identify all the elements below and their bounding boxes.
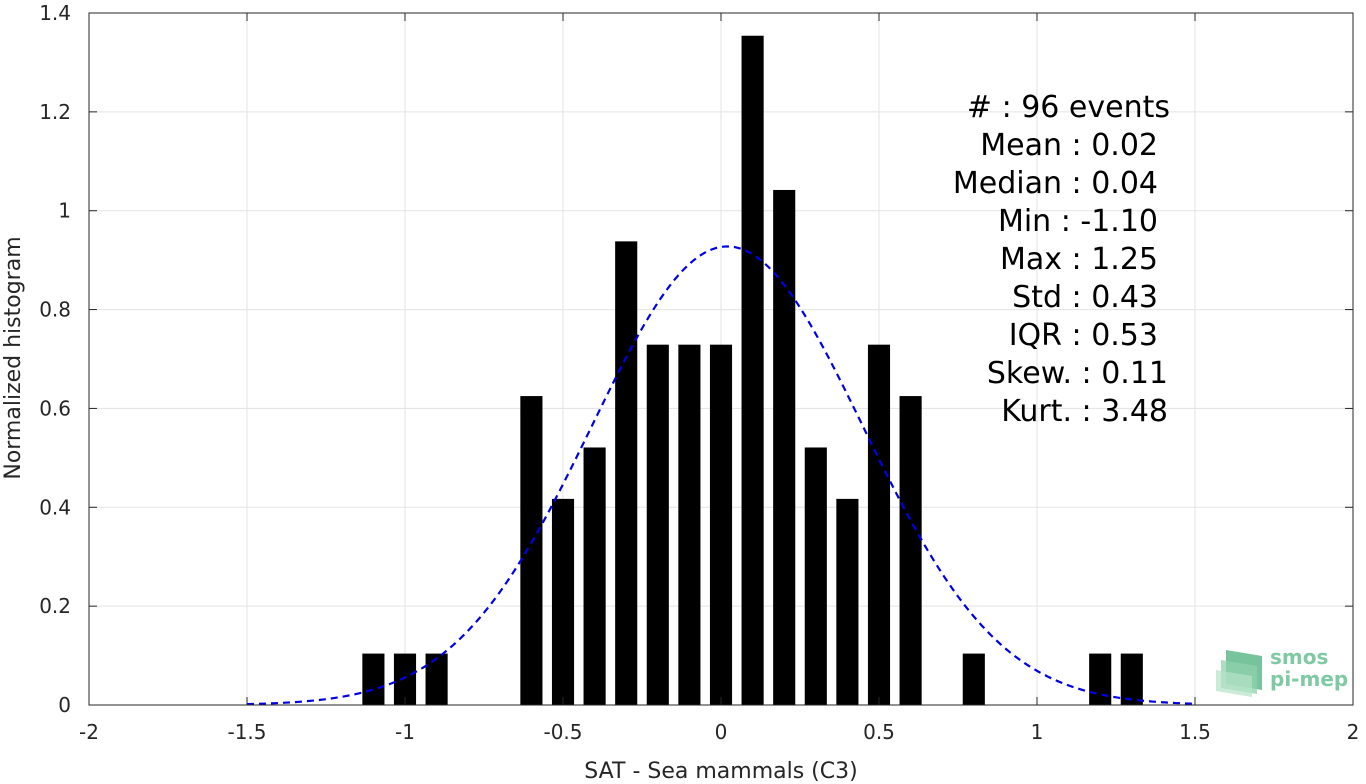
y-tick-label-0: 0 — [58, 693, 71, 717]
histogram-bar-7 — [646, 344, 669, 705]
x-tick-label-8: 2 — [1347, 720, 1360, 744]
x-axis-label: SAT - Sea mammals (C3) — [584, 759, 857, 784]
stat-iqr: IQR : 0.53 — [1009, 318, 1158, 353]
axes — [88, 12, 1354, 706]
x-tick-label-7: 1.5 — [1179, 720, 1211, 744]
stat-max: Max : 1.25 — [1000, 242, 1158, 277]
y-axis-label: Normalized histogram — [1, 236, 26, 479]
histogram-bar-16 — [962, 653, 985, 705]
stat-std: Std : 0.43 — [1012, 280, 1158, 315]
logo-icon — [1216, 650, 1262, 697]
x-tick-label-1: -1.5 — [227, 720, 266, 744]
stat-median: Median : 0.04 — [953, 166, 1158, 201]
histogram-bar-3 — [520, 396, 543, 705]
histogram-bar-0 — [362, 653, 385, 705]
bars — [362, 35, 1143, 706]
x-tick-label-2: -1 — [395, 720, 415, 744]
histogram-bar-18 — [1120, 653, 1143, 705]
x-tick-labels: -2 -1.5 -1 -0.5 0 0.5 1 1.5 2 — [79, 720, 1359, 744]
histogram-bar-6 — [615, 241, 638, 706]
histogram-bar-17 — [1089, 653, 1112, 705]
logo-text-pimep: pi-mep — [1270, 667, 1348, 691]
y-tick-labels: 0 0.2 0.4 0.6 0.8 1 1.2 1.4 — [39, 1, 71, 717]
histogram-bar-15 — [899, 396, 922, 705]
y-tick-label-2: 0.4 — [39, 495, 71, 519]
y-tick-label-6: 1.2 — [39, 100, 71, 124]
x-tick-label-0: -2 — [79, 720, 99, 744]
stat-skew: Skew. : 0.11 — [987, 356, 1168, 391]
y-tick-label-3: 0.6 — [39, 396, 71, 420]
histogram-bar-4 — [551, 498, 575, 705]
stat-min: Min : -1.10 — [998, 204, 1158, 239]
y-tick-label-5: 1 — [58, 199, 71, 223]
histogram-bar-10 — [741, 35, 764, 706]
x-tick-label-4: 0 — [715, 720, 728, 744]
x-tick-label-5: 0.5 — [863, 720, 895, 744]
histogram-bar-5 — [583, 447, 606, 705]
gaussian-fit-curve — [246, 245, 1196, 706]
histogram-bar-1 — [393, 653, 417, 705]
stats-box: # : 96 events Mean : 0.02 Median : 0.04 … — [953, 90, 1170, 429]
x-tick-label-6: 1 — [1031, 720, 1044, 744]
stat-kurt: Kurt. : 3.48 — [1001, 394, 1168, 429]
histogram-bar-2 — [425, 653, 448, 705]
y-tick-label-7: 1.4 — [39, 1, 71, 25]
y-tick-label-4: 0.8 — [39, 298, 71, 322]
smos-pimep-logo: smos pi-mep — [1216, 645, 1348, 697]
histogram-bar-12 — [804, 447, 827, 705]
y-tick-label-1: 0.2 — [39, 594, 71, 618]
histogram-bar-14 — [867, 344, 891, 705]
x-tick-label-3: -0.5 — [543, 720, 582, 744]
histogram-bar-13 — [836, 498, 859, 705]
histogram-bar-11 — [773, 189, 796, 705]
stat-mean: Mean : 0.02 — [980, 128, 1158, 163]
histogram-bar-8 — [678, 344, 701, 705]
logo-text-smos: smos — [1270, 645, 1328, 669]
histogram-bar-9 — [709, 344, 733, 705]
stat-count: # : 96 events — [967, 90, 1170, 125]
